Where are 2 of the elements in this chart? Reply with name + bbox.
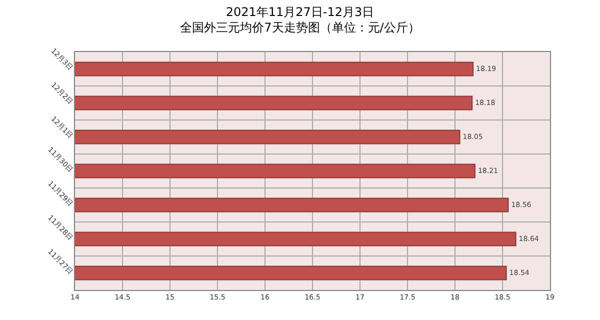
chart-subtitle: 全国外三元均价7天走势图（单位：元/公斤） [180,20,420,35]
chart-title: 2021年11月27日-12月3日 [226,5,374,19]
